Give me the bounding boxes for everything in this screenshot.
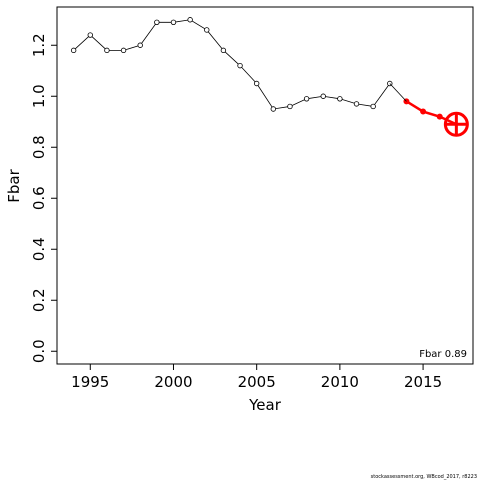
point <box>154 19 160 25</box>
point <box>337 96 343 102</box>
point <box>70 47 77 54</box>
x-tick-label: 2015 <box>404 373 442 391</box>
y-tick-label: 0.4 <box>30 237 48 261</box>
point <box>287 103 293 110</box>
point <box>220 47 227 54</box>
point <box>104 47 110 54</box>
series-connector <box>389 83 407 102</box>
x-tick-label: 2000 <box>154 373 192 391</box>
x-tick-label: 2005 <box>238 373 276 391</box>
point <box>303 96 310 102</box>
point <box>420 108 427 115</box>
point <box>370 103 376 110</box>
x-axis-label: Year <box>248 396 282 414</box>
y-tick-label: 1.2 <box>30 33 48 57</box>
y-tick-label: 0.6 <box>30 186 48 210</box>
y-tick-label: 0.8 <box>30 135 48 159</box>
y-tick-label: 0.0 <box>30 339 48 363</box>
point <box>353 101 360 107</box>
y-tick-label: 0.2 <box>30 288 48 312</box>
x-tick-label: 1995 <box>71 373 109 391</box>
point <box>320 93 326 99</box>
y-axis-label: Fbar <box>5 168 23 202</box>
crosshair <box>445 113 468 136</box>
annotation: Fbar 0.89 <box>419 349 467 360</box>
point <box>137 42 143 48</box>
series-line <box>405 100 457 126</box>
point <box>87 32 93 38</box>
x-tick-label: 2010 <box>321 373 359 391</box>
y-tick-label: 1.0 <box>30 84 48 108</box>
series-line <box>73 19 391 110</box>
point <box>120 47 127 54</box>
footer: stockassessment.org, WBcod_2017, r8223 <box>371 474 477 480</box>
point <box>253 80 260 87</box>
point <box>436 113 443 120</box>
point <box>187 17 193 23</box>
point <box>237 62 243 69</box>
point <box>170 19 177 25</box>
point <box>204 27 210 33</box>
plot-frame <box>56 6 474 365</box>
point <box>270 106 277 112</box>
